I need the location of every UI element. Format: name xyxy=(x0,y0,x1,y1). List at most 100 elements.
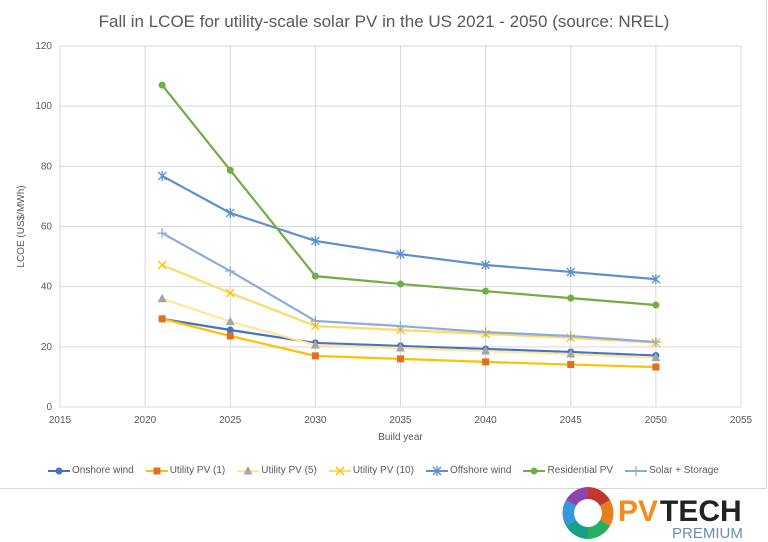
legend-marker xyxy=(335,466,345,475)
legend: Onshore wind Utility PV (1) Utility PV (5)… xyxy=(48,465,719,476)
data-point xyxy=(310,315,321,326)
data-point xyxy=(396,343,405,352)
y-tick-label: 120 xyxy=(35,41,52,52)
legend-label: Offshore wind xyxy=(449,465,512,476)
legend-swatch xyxy=(425,465,448,476)
pvtech-logo: PV TECH PREMIUM xyxy=(562,487,743,541)
chart-title: Fall in LCOE for utility-scale solar PV … xyxy=(98,12,670,31)
data-point xyxy=(310,340,320,349)
data-point xyxy=(310,321,320,331)
legend-item: Utility PV (10) xyxy=(328,465,414,476)
legend-marker xyxy=(55,467,63,474)
legend-item: Onshore wind xyxy=(48,465,134,476)
data-point xyxy=(397,355,404,363)
data-point xyxy=(225,288,235,298)
data-point xyxy=(311,272,319,280)
legend-swatch xyxy=(625,465,648,476)
data-point xyxy=(566,266,576,277)
x-tick-label: 2035 xyxy=(389,415,412,426)
data-point xyxy=(157,228,168,239)
y-tick-label: 20 xyxy=(41,342,53,353)
data-point xyxy=(158,315,166,323)
data-point xyxy=(566,349,576,358)
legend-label: Utility PV (5) xyxy=(261,465,317,476)
data-point xyxy=(157,293,167,303)
legend-swatch xyxy=(48,467,70,474)
x-tick-label: 2050 xyxy=(645,415,668,426)
data-point xyxy=(650,337,661,348)
series-line xyxy=(161,174,656,281)
chart-frame xyxy=(0,0,767,489)
series-line xyxy=(161,297,656,359)
x-tick-label: 2015 xyxy=(49,415,72,426)
y-tick-label: 80 xyxy=(41,161,53,172)
series-residential-pv xyxy=(158,81,660,309)
y-axis-label: LCOE (US$/MWh) xyxy=(16,185,27,267)
series-utility-pv-5- xyxy=(157,293,661,362)
x-tick-label: 2020 xyxy=(134,415,157,426)
legend-item: Offshore wind xyxy=(425,465,512,476)
data-point xyxy=(310,235,320,246)
legend-swatch xyxy=(328,466,351,475)
legend-marker xyxy=(153,467,161,474)
data-point xyxy=(396,249,405,260)
logo-tech: TECH xyxy=(660,495,742,528)
legend-swatch xyxy=(523,467,546,474)
data-point xyxy=(567,294,575,302)
data-point xyxy=(157,170,167,181)
x-tick-label: 2025 xyxy=(219,415,242,426)
data-point xyxy=(225,266,236,277)
data-point xyxy=(482,358,490,366)
data-point xyxy=(311,352,319,360)
data-point xyxy=(651,352,661,362)
data-point xyxy=(158,81,166,89)
data-point xyxy=(565,331,576,342)
series-solar-storage xyxy=(157,228,661,348)
legend-label: Solar + Storage xyxy=(649,465,719,476)
data-point xyxy=(481,260,491,271)
legend-item: Residential PV xyxy=(523,465,613,476)
legend-label: Utility PV (10) xyxy=(352,465,414,476)
legend-marker xyxy=(432,465,442,476)
legend-swatch xyxy=(145,467,168,474)
legend-marker xyxy=(530,467,538,474)
y-tick-label: 40 xyxy=(41,282,53,293)
data-point xyxy=(481,346,491,355)
data-point xyxy=(157,260,167,270)
data-point xyxy=(482,287,490,295)
data-point xyxy=(226,326,234,334)
x-tick-label: 2040 xyxy=(475,415,498,426)
logo-pv: PV xyxy=(618,495,658,528)
data-point xyxy=(226,166,234,174)
series-offshore-wind xyxy=(157,170,661,285)
legend-swatch xyxy=(237,465,260,474)
y-tick-label: 60 xyxy=(41,222,53,233)
legend-item: Utility PV (5) xyxy=(237,465,317,476)
data-point xyxy=(225,316,235,326)
x-tick-label: 2030 xyxy=(304,415,327,426)
legend-label: Residential PV xyxy=(547,465,614,476)
y-tick-label: 0 xyxy=(46,402,52,413)
legend-marker xyxy=(631,465,642,476)
logo-premium: PREMIUM xyxy=(672,525,743,541)
data-point xyxy=(397,280,404,288)
data-point xyxy=(395,321,406,332)
data-point xyxy=(225,207,235,218)
legend-label: Utility PV (1) xyxy=(169,465,226,476)
x-tick-label: 2045 xyxy=(560,415,583,426)
legend-item: Utility PV (1) xyxy=(145,465,226,476)
legend-label: Onshore wind xyxy=(72,465,134,476)
data-point xyxy=(226,332,234,340)
data-point xyxy=(652,301,660,309)
y-tick-label: 100 xyxy=(35,101,52,112)
x-axis-label: Build year xyxy=(378,432,423,443)
series-utility-pv-1- xyxy=(158,315,660,371)
legend-item: Solar + Storage xyxy=(625,465,719,476)
x-tick-label: 2055 xyxy=(730,415,753,426)
series-line xyxy=(161,232,656,344)
data-point xyxy=(651,274,661,285)
data-point xyxy=(480,327,491,338)
data-point xyxy=(567,361,575,369)
legend-marker xyxy=(243,465,253,474)
